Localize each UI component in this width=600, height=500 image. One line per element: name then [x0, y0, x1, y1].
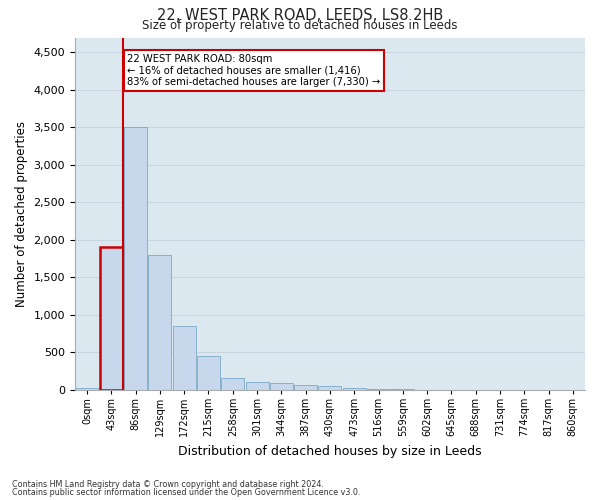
Bar: [319, 386, 341, 390]
Text: Size of property relative to detached houses in Leeds: Size of property relative to detached ho…: [142, 18, 458, 32]
Bar: [245, 382, 269, 390]
Bar: [343, 388, 366, 390]
Bar: [197, 356, 220, 390]
Y-axis label: Number of detached properties: Number of detached properties: [15, 120, 28, 306]
Bar: [148, 255, 172, 390]
X-axis label: Distribution of detached houses by size in Leeds: Distribution of detached houses by size …: [178, 444, 482, 458]
Bar: [124, 128, 147, 390]
Text: Contains HM Land Registry data © Crown copyright and database right 2024.: Contains HM Land Registry data © Crown c…: [12, 480, 324, 489]
Text: Contains public sector information licensed under the Open Government Licence v3: Contains public sector information licen…: [12, 488, 361, 497]
Bar: [270, 384, 293, 390]
Text: 22 WEST PARK ROAD: 80sqm
← 16% of detached houses are smaller (1,416)
83% of sem: 22 WEST PARK ROAD: 80sqm ← 16% of detach…: [127, 54, 380, 87]
Bar: [173, 326, 196, 390]
Bar: [294, 384, 317, 390]
Bar: [367, 389, 390, 390]
Bar: [100, 248, 123, 390]
Bar: [76, 388, 98, 390]
Text: 22, WEST PARK ROAD, LEEDS, LS8 2HB: 22, WEST PARK ROAD, LEEDS, LS8 2HB: [157, 8, 443, 22]
Bar: [221, 378, 244, 390]
